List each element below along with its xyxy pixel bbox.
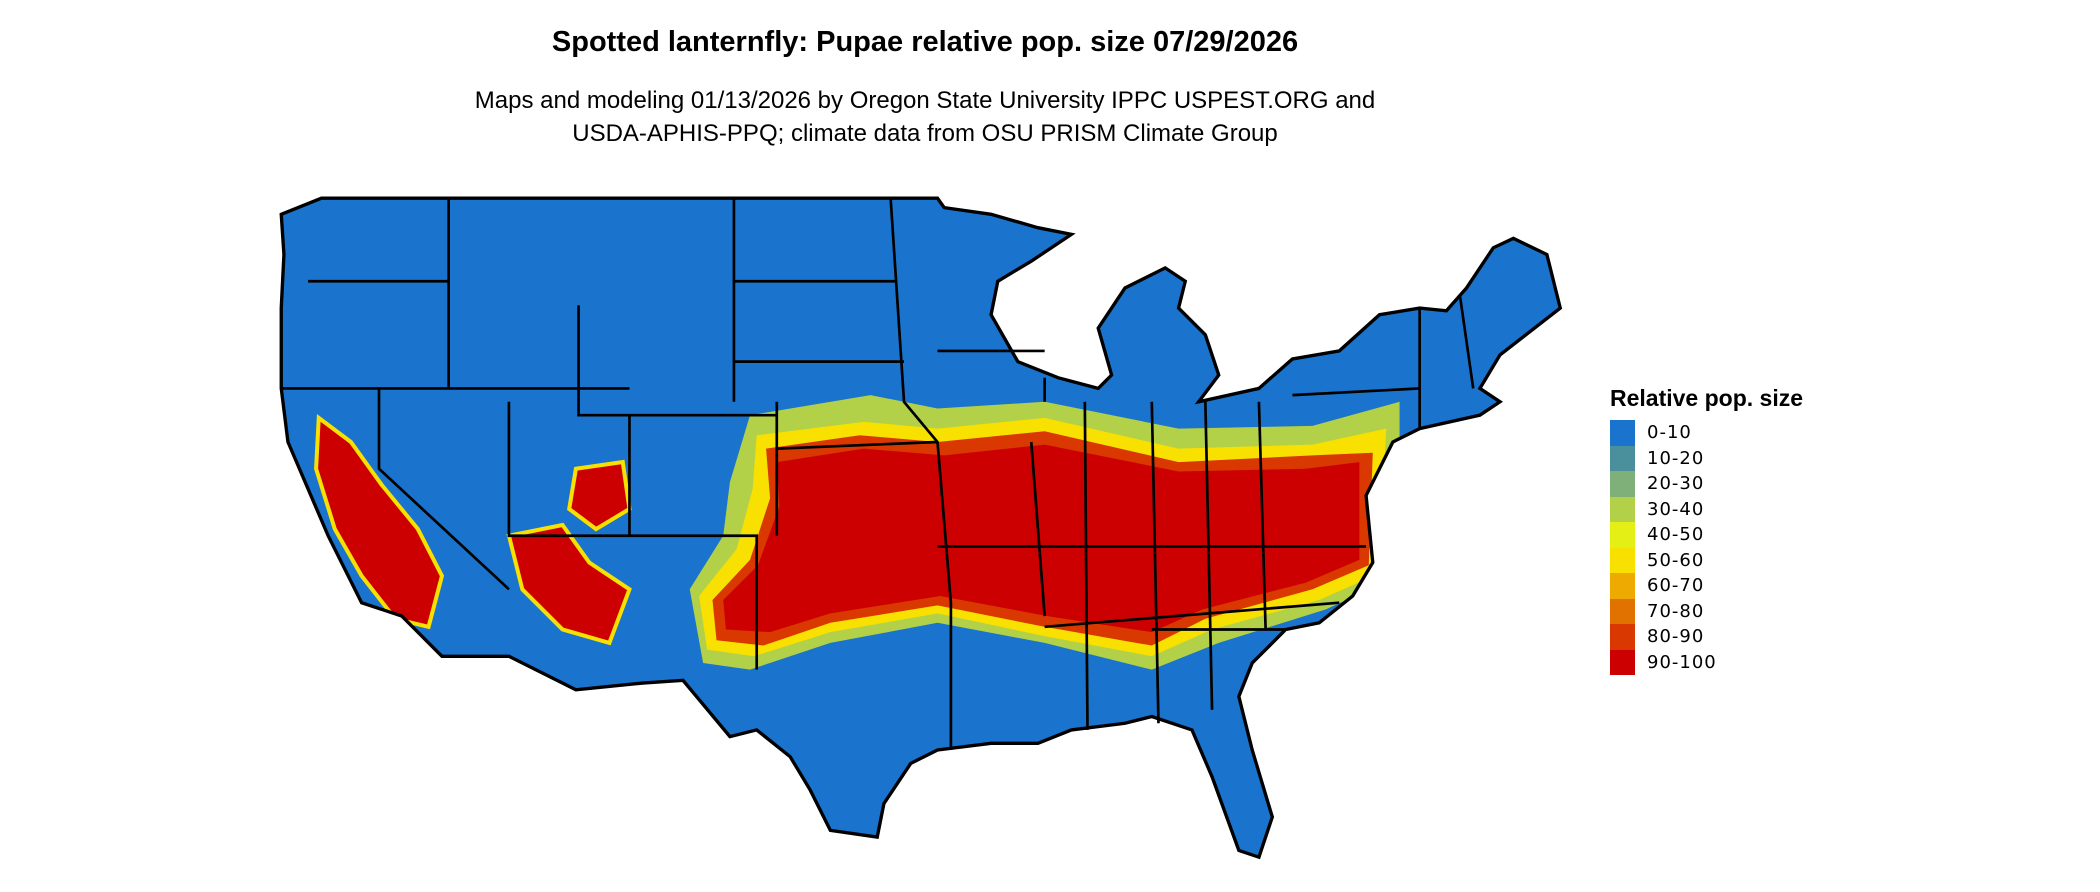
legend-swatch bbox=[1610, 522, 1635, 548]
legend-label: 70-80 bbox=[1647, 600, 1705, 622]
legend-label: 80-90 bbox=[1647, 626, 1705, 648]
legend-label: 30-40 bbox=[1647, 498, 1705, 520]
zone-nm bbox=[567, 459, 632, 532]
legend-label: 20-30 bbox=[1647, 473, 1705, 495]
legend-item: 20-30 bbox=[1610, 471, 1803, 497]
us-border bbox=[279, 196, 1563, 860]
legend-item: 50-60 bbox=[1610, 547, 1803, 573]
legend-item: 40-50 bbox=[1610, 522, 1803, 548]
legend-swatch bbox=[1610, 598, 1635, 624]
subtitle-line-1: Maps and modeling 01/13/2026 by Oregon S… bbox=[474, 87, 1376, 114]
zone-california bbox=[314, 414, 445, 630]
legend-item: 0-10 bbox=[1610, 420, 1803, 446]
legend-label: 10-20 bbox=[1647, 447, 1705, 469]
legend-title: Relative pop. size bbox=[1610, 385, 1804, 411]
legend-item: 80-90 bbox=[1610, 624, 1803, 650]
legend-item: 30-40 bbox=[1610, 496, 1803, 522]
legend-swatch bbox=[1610, 649, 1635, 675]
legend-item: 90-100 bbox=[1610, 649, 1803, 675]
zone-90-100 bbox=[723, 444, 1360, 633]
legend-swatch bbox=[1610, 547, 1635, 573]
legend-label: 40-50 bbox=[1647, 524, 1705, 546]
zone-southwest bbox=[506, 522, 632, 646]
legend-swatch bbox=[1610, 471, 1635, 497]
legend-swatch bbox=[1610, 496, 1635, 522]
legend: Relative pop. size 0-10 10-20 20-30 30-40 40… bbox=[1610, 385, 1803, 675]
legend-label: 0-10 bbox=[1647, 422, 1692, 444]
subtitle-line-2: USDA-APHIS-PPQ; climate data from OSU PR… bbox=[572, 120, 1278, 147]
legend-swatch bbox=[1610, 445, 1635, 471]
state-borders bbox=[281, 198, 1475, 751]
map-subtitle: Maps and modeling 01/13/2026 by Oregon S… bbox=[0, 84, 1850, 150]
map-title: Spotted lanternfly: Pupae relative pop. … bbox=[551, 26, 1299, 58]
legend-swatch bbox=[1610, 420, 1635, 446]
legend-item: 10-20 bbox=[1610, 445, 1803, 471]
legend-label: 50-60 bbox=[1647, 549, 1705, 571]
legend-item: 60-70 bbox=[1610, 573, 1803, 599]
legend-swatch bbox=[1610, 624, 1635, 650]
legend-item: 70-80 bbox=[1610, 598, 1803, 624]
legend-label: 90-100 bbox=[1647, 651, 1717, 673]
legend-swatch bbox=[1610, 573, 1635, 599]
legend-label: 60-70 bbox=[1647, 575, 1705, 597]
